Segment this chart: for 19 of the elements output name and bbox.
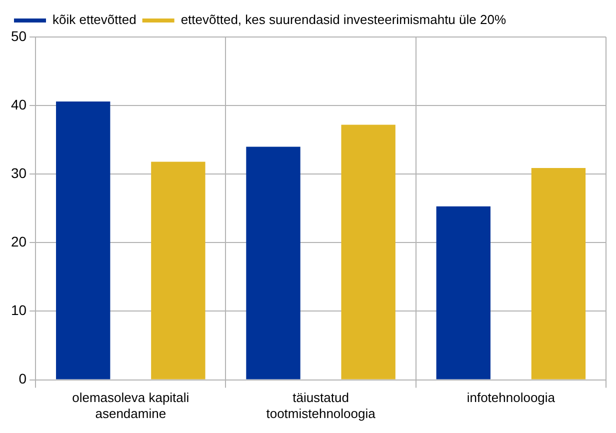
y-tick-label: 40 [10,96,27,112]
y-tick-label: 10 [10,302,27,318]
bar [151,162,206,380]
x-tick-label: infotehnoloogia [466,390,556,406]
bar [341,124,396,380]
y-tick-label: 30 [10,164,27,181]
category-label: olemasoleva kapitali [72,390,190,406]
legend-label: kõik ettevõtted [52,12,136,28]
y-tick-label: 0 [18,370,27,387]
bar [531,168,586,380]
category-label: täiustatud [292,390,349,406]
bar [56,101,110,380]
category-label: tootmistehnoloogia [266,406,376,421]
bar [246,146,300,380]
y-tick-label: 50 [10,28,27,44]
category-label: asendamine [95,406,166,421]
bar [436,206,490,380]
legend-label: ettevõtted, kes suurendasid investeerimismahtu üle 20% [180,12,506,28]
y-tick-label: 20 [10,234,27,250]
